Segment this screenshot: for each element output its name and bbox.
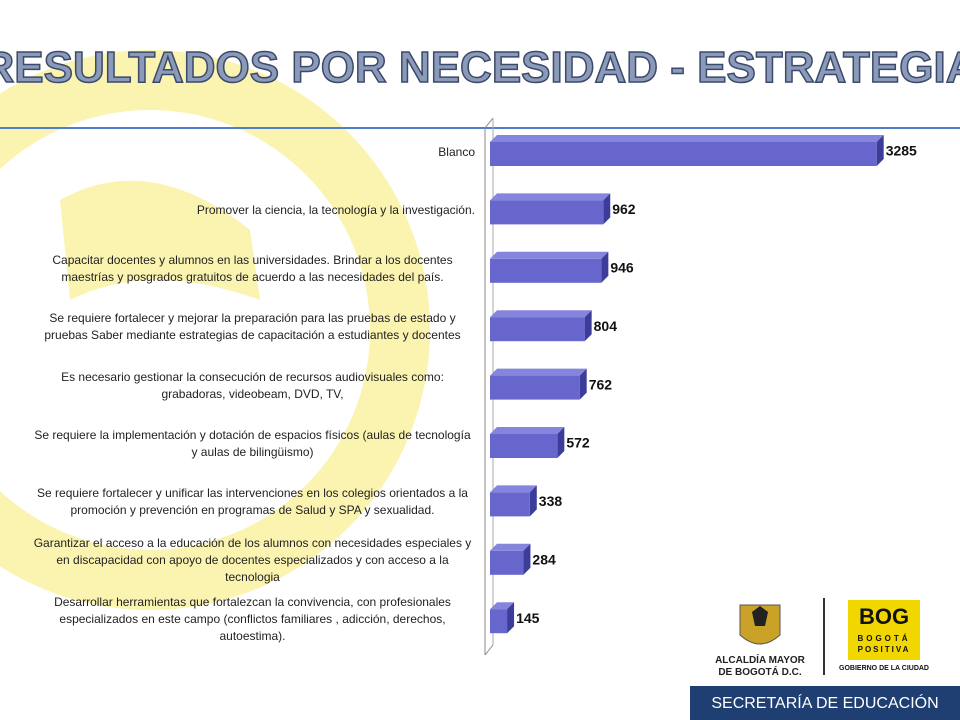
background-shape: [60, 180, 260, 300]
bar-top: [490, 368, 587, 376]
category-label-box: Se requiere la implementación y dotación…: [30, 416, 475, 472]
axis-wall: [484, 117, 494, 129]
category-label: Blanco: [438, 144, 475, 159]
bar: [490, 200, 604, 225]
category-label-box: Es necesario gestionar la consecución de…: [30, 358, 475, 414]
category-label-box: Se requiere fortalecer y unificar las in…: [30, 474, 475, 530]
bar: [490, 609, 508, 634]
bar-top: [490, 485, 537, 493]
logo-text: ALCALDÍA MAYOR: [715, 653, 806, 666]
bar: [490, 492, 530, 517]
bar-side: [529, 485, 537, 517]
value-label: 804: [594, 318, 618, 334]
category-label: Desarrollar herramientas que fortalezcan…: [54, 594, 451, 643]
value-label: 572: [566, 435, 590, 451]
bar-top: [490, 602, 515, 610]
category-label: Capacitar docentes y alumnos en las univ…: [52, 252, 453, 284]
background-shape: [0, 50, 430, 610]
category-label: Se requiere la implementación y dotación…: [34, 428, 471, 459]
bar: [490, 258, 602, 283]
logo-text: DE BOGOTÁ D.C.: [718, 665, 802, 678]
value-label: 946: [610, 260, 634, 276]
bar-top: [490, 310, 592, 318]
category-label-box: Desarrollar herramientas que fortalezcan…: [30, 591, 475, 647]
bar: [490, 317, 585, 342]
category-label: Garantizar el acceso a la educación de l…: [33, 536, 472, 585]
bar-side: [601, 251, 609, 283]
bar-side: [523, 543, 531, 575]
bar-side: [507, 602, 515, 634]
bar: [490, 375, 580, 400]
category-label-box: Garantizar el acceso a la educación de l…: [30, 533, 475, 589]
category-label-box: Blanco: [30, 124, 475, 180]
bar: [490, 142, 877, 166]
bar-top: [490, 251, 609, 259]
bar-top: [490, 427, 565, 434]
bar: [490, 434, 558, 458]
category-label-box: Se requiere fortalecer y mejorar la prep…: [30, 299, 475, 355]
category-label-box: Promover la ciencia, la tecnología y la …: [30, 182, 475, 238]
title: RESULTADOS POR NECESIDAD - ESTRATEGIA: [0, 43, 960, 92]
value-label: 145: [516, 610, 540, 626]
bar-side: [557, 427, 565, 458]
bar-side: [579, 368, 587, 400]
category-label: Se requiere fortalecer y unificar las in…: [37, 486, 468, 518]
bog-box: [848, 600, 920, 660]
bar: [490, 550, 524, 575]
category-label: Se requiere fortalecer y mejorar la prep…: [44, 311, 461, 343]
value-label: 338: [539, 493, 563, 509]
category-label: Es necesario gestionar la consecución de…: [61, 369, 444, 401]
bar-top: [490, 543, 531, 551]
category-label: Promover la ciencia, la tecnología y la …: [196, 202, 475, 217]
bar-side: [584, 310, 592, 342]
value-label: 962: [612, 201, 636, 217]
axis-wall: [484, 644, 494, 656]
logo-text: GOBIERNO DE LA CIUDAD: [839, 665, 929, 672]
category-label-box: Capacitar docentes y alumnos en las univ…: [30, 241, 475, 297]
bar-side: [603, 193, 611, 225]
value-label: 3285: [886, 143, 917, 159]
alcaldia-logo: ALCALDÍA MAYOR DE BOGOTÁ D.C.: [715, 604, 806, 678]
coat-of-arms-eagle: [752, 606, 768, 626]
footer-bar: [690, 686, 960, 720]
value-label: 762: [589, 376, 613, 392]
footer-text: SECRETARÍA DE EDUCACIÓN: [711, 693, 938, 712]
bar-top: [490, 193, 611, 201]
bog-logo: BOG BOGOTÁ POSITIVA GOBIERNO DE LA CIUDA…: [839, 600, 929, 672]
value-label: 284: [532, 552, 556, 568]
bar-side: [876, 135, 884, 166]
logo-text: BOG: [859, 604, 909, 629]
logo-text: POSITIVA: [858, 645, 911, 654]
bar-top: [490, 135, 884, 142]
logo-text: BOGOTÁ: [857, 634, 910, 643]
